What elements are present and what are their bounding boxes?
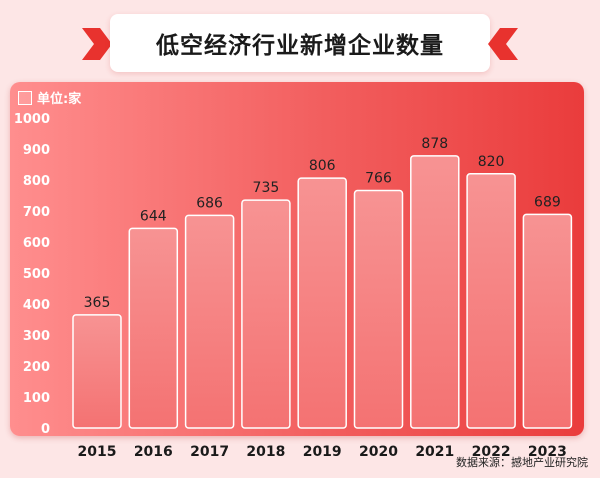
bar-value-label: 878 [421, 136, 448, 152]
bar [466, 173, 516, 429]
y-tick-label: 1000 [14, 112, 50, 127]
x-tick-label: 2022 [472, 444, 511, 460]
x-tick-label: 2020 [359, 444, 398, 460]
bar [522, 213, 573, 429]
unit-label: 单位:家 [37, 92, 82, 107]
bar-value-label: 820 [478, 154, 505, 170]
y-tick-label: 800 [23, 174, 50, 189]
y-tick-label: 300 [23, 329, 50, 344]
x-tick-label: 2018 [246, 444, 285, 460]
bar [184, 214, 235, 429]
legend-swatch [18, 90, 32, 105]
chevron-left-icon [488, 28, 518, 60]
y-tick-label: 100 [23, 391, 50, 406]
y-tick-label: 900 [23, 143, 50, 158]
y-tick-label: 700 [23, 205, 50, 220]
bar [297, 177, 347, 429]
chart-title: 低空经济行业新增企业数量 [156, 33, 444, 59]
x-tick-label: 2017 [190, 444, 229, 460]
source-note: 数据来源：撼地产业研究院 [456, 456, 588, 469]
x-tick-label: 2016 [134, 444, 173, 460]
unit-legend: 单位:家 [18, 88, 81, 107]
y-tick-label: 0 [41, 422, 50, 437]
bar-value-label: 644 [140, 208, 167, 224]
x-tick-label: 2019 [303, 444, 342, 460]
bar-value-label: 806 [309, 158, 336, 174]
bar-value-label: 686 [196, 195, 223, 211]
bar-value-label: 735 [253, 180, 280, 196]
x-tick-label: 2023 [528, 444, 567, 460]
y-tick-label: 200 [23, 360, 50, 375]
bar [353, 189, 404, 429]
x-tick-label: 2015 [78, 444, 117, 460]
y-tick-label: 400 [23, 298, 50, 313]
chevron-right-icon [82, 28, 112, 60]
bar-value-label: 365 [84, 295, 111, 311]
title-header: 低空经济行业新增企业数量 [0, 14, 600, 74]
x-tick-label: 2021 [415, 444, 454, 460]
bar-value-label: 766 [365, 171, 392, 187]
bar [72, 314, 122, 429]
bar-value-label: 689 [534, 194, 561, 210]
bar [128, 227, 179, 429]
y-tick-label: 600 [23, 236, 50, 251]
title-box: 低空经济行业新增企业数量 [110, 14, 490, 72]
bar [241, 199, 291, 429]
bar [410, 155, 460, 429]
y-tick-label: 500 [23, 267, 50, 282]
